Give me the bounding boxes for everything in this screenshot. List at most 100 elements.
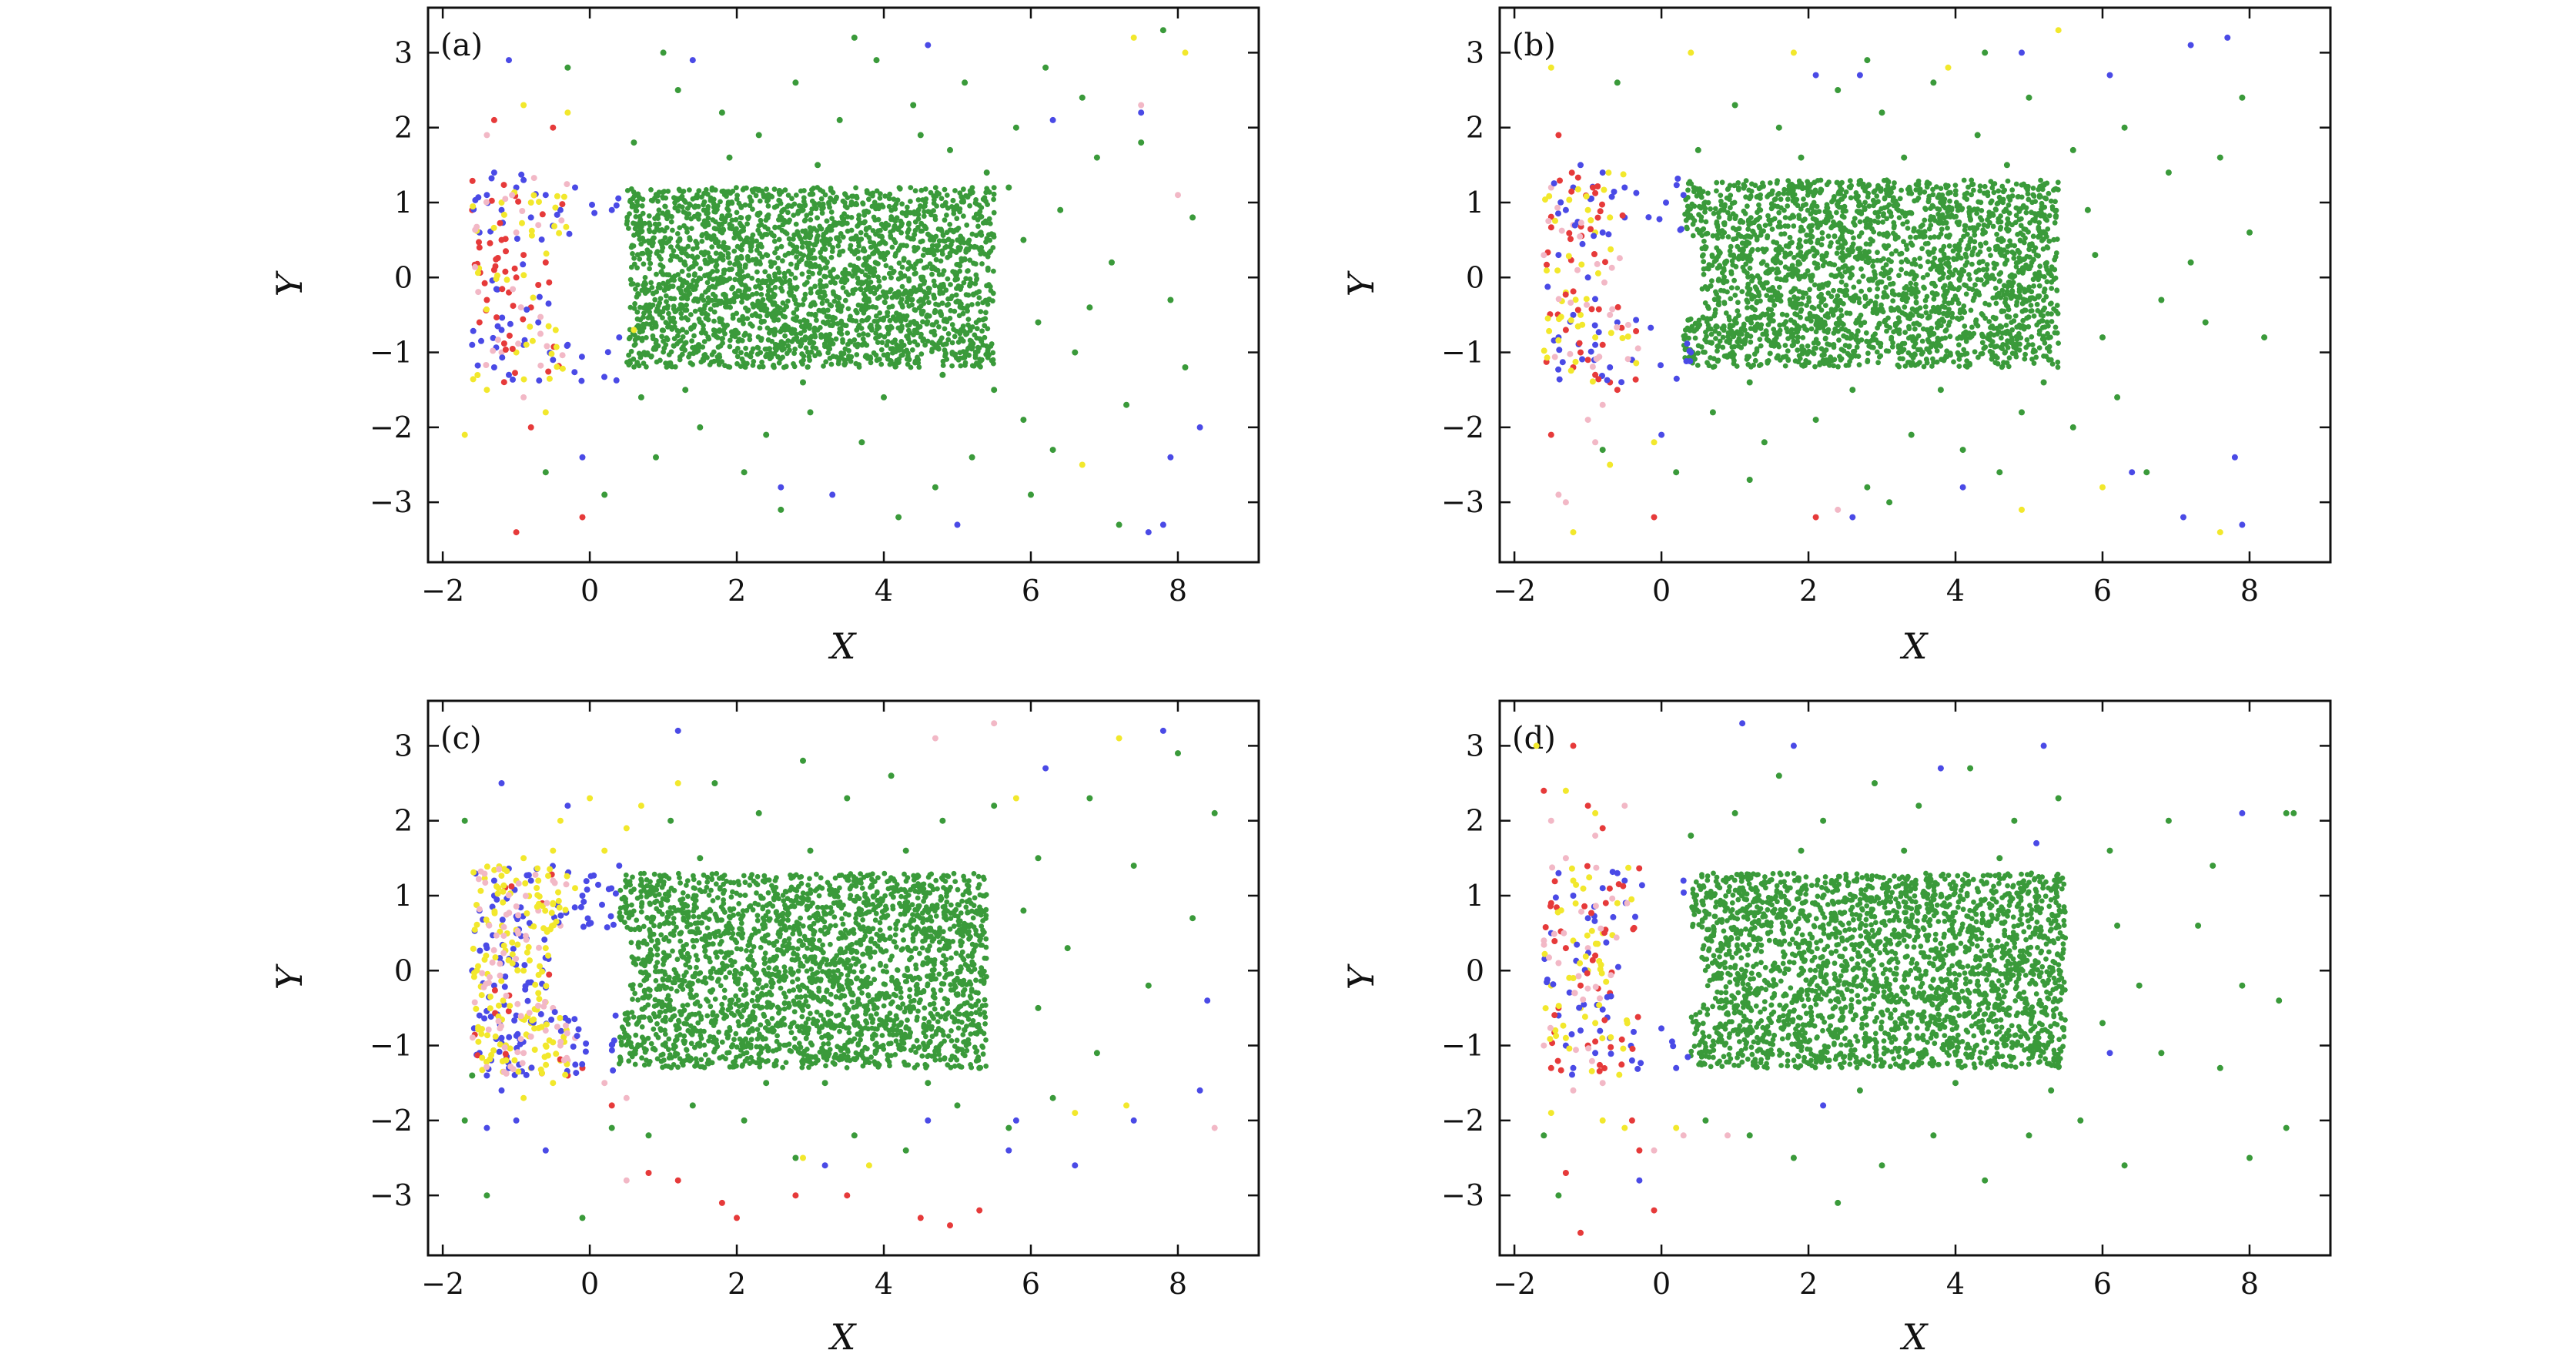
- scatter-point: [842, 346, 848, 352]
- scatter-point: [664, 299, 669, 304]
- scatter-point-yellow: [503, 276, 510, 283]
- scatter-point: [1858, 288, 1865, 294]
- scatter-point-pink: [535, 222, 542, 229]
- scatter-point: [701, 306, 707, 312]
- scatter-point: [931, 278, 937, 284]
- scatter-point: [626, 226, 631, 231]
- scatter-point: [947, 222, 953, 227]
- scatter-point: [688, 325, 694, 330]
- scatter-point: [701, 339, 708, 344]
- scatter-point: [1956, 285, 1962, 290]
- scatter-point: [721, 240, 727, 246]
- scatter-point: [1949, 205, 1955, 211]
- scatter-point: [775, 255, 781, 261]
- scatter-point: [770, 363, 776, 369]
- scatter-point: [1818, 291, 1825, 297]
- scatter-point: [896, 225, 902, 231]
- scatter-point: [1999, 287, 2006, 293]
- scatter-point: [969, 185, 975, 191]
- scatter-point: [965, 268, 971, 273]
- scatter-point: [753, 193, 759, 199]
- scatter-point: [805, 244, 811, 250]
- scatter-point: [1889, 343, 1895, 350]
- scatter-point: [781, 346, 787, 352]
- scatter-point: [641, 261, 647, 267]
- scatter-point: [663, 195, 669, 201]
- scatter-point: [1875, 199, 1881, 205]
- scatter-point: [2005, 243, 2011, 250]
- scatter-point: [637, 213, 643, 219]
- scatter-point: [915, 216, 922, 222]
- scatter-point: [734, 243, 741, 250]
- scatter-point: [1972, 282, 1978, 288]
- scatter-point: [1728, 271, 1735, 276]
- scatter-point: [1875, 286, 1881, 292]
- scatter-point: [1930, 186, 1935, 193]
- scatter-point: [1904, 246, 1910, 252]
- scatter-point: [1905, 226, 1911, 231]
- scatter-point: [920, 319, 925, 325]
- scatter-point: [666, 310, 671, 317]
- scatter-point: [1902, 330, 1909, 335]
- scatter-point: [810, 344, 816, 350]
- scatter-point: [808, 260, 813, 266]
- scatter-point: [802, 202, 808, 207]
- scatter-point: [681, 223, 687, 229]
- scatter-point: [817, 202, 822, 208]
- scatter-point-green: [1035, 319, 1042, 326]
- scatter-point: [2046, 238, 2052, 244]
- scatter-point: [667, 236, 674, 242]
- scatter-point: [1782, 223, 1788, 229]
- scatter-point-green: [1189, 214, 1196, 221]
- scatter-point: [940, 358, 946, 364]
- scatter-point: [832, 280, 838, 286]
- scatter-point: [1945, 183, 1951, 189]
- scatter-point: [2003, 323, 2009, 328]
- scatter-point: [975, 344, 981, 350]
- scatter-point: [1715, 343, 1721, 349]
- scatter-point: [862, 353, 868, 360]
- scatter-point: [782, 187, 788, 193]
- scatter-point: [877, 310, 883, 316]
- scatter-point: [635, 323, 641, 329]
- scatter-point: [1795, 244, 1802, 250]
- scatter-point: [1989, 198, 1995, 204]
- scatter-point-red: [488, 197, 495, 204]
- scatter-point: [954, 216, 960, 222]
- scatter-point: [1701, 238, 1707, 244]
- scatter-point: [711, 226, 718, 231]
- scatter-point: [676, 286, 682, 291]
- scatter-point: [1803, 202, 1809, 207]
- scatter-point: [912, 339, 918, 344]
- x-tick-label: 2: [1799, 574, 1818, 608]
- scatter-point: [721, 291, 728, 297]
- scatter-point: [715, 239, 721, 245]
- scatter-point: [1721, 222, 1728, 228]
- scatter-point: [799, 351, 805, 357]
- scatter-point: [1781, 186, 1788, 193]
- scatter-point: [1870, 263, 1876, 269]
- scatter-point: [663, 320, 669, 326]
- scatter-point: [640, 336, 645, 341]
- scatter-point: [814, 228, 820, 233]
- scatter-point: [721, 322, 726, 327]
- scatter-point: [786, 236, 792, 242]
- scatter-point: [891, 196, 897, 202]
- scatter-point: [1811, 306, 1817, 311]
- scatter-point: [774, 309, 781, 315]
- scatter-point: [1927, 217, 1933, 223]
- scatter-point: [979, 328, 985, 334]
- x-tick-label: −2: [1493, 574, 1536, 608]
- scatter-point: [1805, 182, 1812, 188]
- scatter-point: [932, 295, 937, 300]
- scatter-point: [882, 275, 888, 281]
- scatter-point: [1986, 246, 1992, 253]
- scatter-point: [942, 186, 948, 193]
- scatter-point: [1954, 256, 1959, 262]
- scatter-point: [737, 288, 742, 294]
- scatter-point: [776, 236, 782, 243]
- scatter-point: [823, 236, 829, 243]
- scatter-point-blue: [499, 354, 506, 361]
- scatter-point: [634, 282, 641, 288]
- scatter-point: [728, 329, 734, 335]
